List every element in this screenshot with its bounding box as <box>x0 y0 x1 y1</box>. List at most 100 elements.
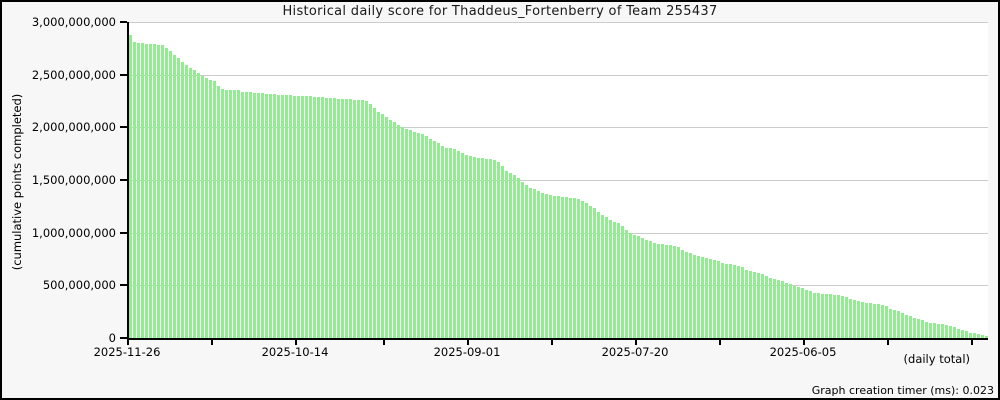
x-axis-tick <box>971 340 973 345</box>
y-tick-label: 2,500,000,000 <box>31 68 116 82</box>
bar <box>865 303 868 338</box>
bar <box>545 194 548 338</box>
bar <box>557 196 560 338</box>
y-axis-tick <box>120 337 127 339</box>
bar <box>653 243 656 338</box>
graph-timer-text: Graph creation timer (ms): 0.023 <box>811 384 994 397</box>
bar <box>721 263 724 338</box>
bar <box>965 331 968 338</box>
bar <box>405 129 408 338</box>
bar <box>133 42 136 338</box>
bar <box>613 222 616 338</box>
bar <box>165 48 168 338</box>
bar <box>313 97 316 338</box>
bar <box>673 246 676 338</box>
x-tick-label: 2025-09-01 <box>433 345 501 359</box>
bar <box>441 146 444 338</box>
bar <box>417 133 420 338</box>
y-tick-label: 1,000,000,000 <box>31 226 116 240</box>
bar <box>445 148 448 338</box>
bar <box>217 86 220 338</box>
x-tick-label: 2025-07-20 <box>601 345 669 359</box>
bar <box>249 92 252 338</box>
bar <box>881 305 884 338</box>
bar <box>517 178 520 338</box>
bar <box>209 80 212 338</box>
bar <box>681 250 684 338</box>
bar <box>869 303 872 338</box>
bar <box>433 141 436 338</box>
bar <box>169 51 172 338</box>
bar <box>173 55 176 338</box>
y-axis-tick <box>120 179 127 181</box>
bar <box>689 253 692 338</box>
bar <box>141 43 144 338</box>
bar <box>905 315 908 338</box>
bar <box>981 335 984 338</box>
bar <box>505 171 508 338</box>
bar <box>757 273 760 338</box>
plot-area <box>127 22 988 340</box>
bar <box>137 43 140 338</box>
bar <box>389 120 392 338</box>
bar <box>185 65 188 338</box>
y-tick-label: 0 <box>108 331 116 345</box>
y-tick-label: 1,500,000,000 <box>31 173 116 187</box>
bar <box>581 201 584 338</box>
bar <box>393 122 396 338</box>
bar <box>713 260 716 338</box>
bar <box>149 44 152 338</box>
bar <box>225 90 228 338</box>
bar <box>977 334 980 338</box>
bar <box>717 261 720 338</box>
bar <box>897 311 900 338</box>
bar <box>205 78 208 338</box>
bar <box>341 99 344 338</box>
bar <box>513 175 516 338</box>
bar <box>921 320 924 338</box>
bar <box>277 95 280 338</box>
bar <box>261 93 264 338</box>
bar <box>585 203 588 338</box>
bar <box>929 323 932 338</box>
bar <box>741 267 744 338</box>
bar <box>933 323 936 338</box>
bar <box>797 287 800 338</box>
bar <box>597 212 600 338</box>
bar <box>469 156 472 338</box>
bar <box>553 196 556 338</box>
bar <box>925 322 928 338</box>
bar <box>537 191 540 338</box>
y-axis-tick <box>120 126 127 128</box>
bar <box>829 294 832 338</box>
bar <box>637 236 640 338</box>
bar <box>409 130 412 338</box>
bar <box>665 245 668 338</box>
x-axis-tick <box>635 340 637 345</box>
x-tick-label: 2025-11-26 <box>93 345 161 359</box>
x-axis-tick <box>211 340 213 345</box>
bar <box>793 286 796 338</box>
bar <box>457 151 460 338</box>
bar <box>949 326 952 338</box>
bar <box>541 193 544 338</box>
bar <box>489 159 492 338</box>
bar <box>293 96 296 338</box>
bar <box>769 278 772 338</box>
bar <box>701 257 704 338</box>
bar <box>229 90 232 338</box>
bar <box>873 304 876 338</box>
bar <box>241 92 244 338</box>
bar <box>413 132 416 338</box>
bar <box>661 244 664 338</box>
bar <box>289 95 292 338</box>
y-axis-tick <box>120 284 127 286</box>
bar <box>129 35 132 338</box>
bar <box>237 90 240 338</box>
bar <box>257 93 260 338</box>
bar <box>193 70 196 338</box>
bar <box>901 313 904 338</box>
x-tick-label: 2025-10-14 <box>261 345 329 359</box>
bar <box>753 272 756 338</box>
